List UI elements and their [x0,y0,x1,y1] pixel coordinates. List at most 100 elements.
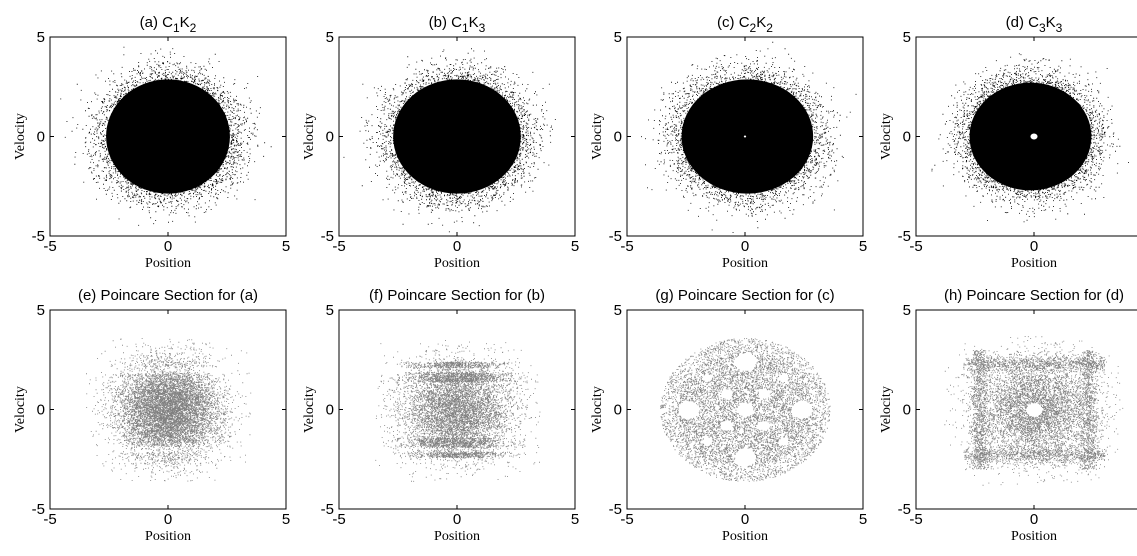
x-axis-label: Position [1011,256,1057,271]
y-tick-label: 5 [614,302,622,319]
panel-g: (g) Poincare Section for (c) -5 0 5 -5 0 5 Posi… [590,287,867,544]
panel-f: (f) Poincare Section for (b) -5 0 5 -5 0 5 Posi… [302,287,579,544]
scatter-points [660,338,831,482]
y-tick-label: -5 [32,501,45,518]
panel-title: (h) Poincare Section for (d) [944,287,1124,304]
x-tick-label: 0 [453,511,461,528]
x-tick-label: 5 [282,511,290,528]
point-cloud-core [393,79,521,194]
x-tick-label: 0 [1030,238,1038,255]
y-tick-label: 0 [37,402,45,419]
y-tick-label: -5 [898,501,911,518]
panel-h: (h) Poincare Section for (d)-505-505Posi… [879,287,1137,544]
x-axis-label: Position [722,256,768,271]
axes-frame [626,309,864,510]
y-tick-label: 0 [326,402,334,419]
panel-title: (a) C1K2 [140,14,197,35]
y-tick-label: -5 [609,501,622,518]
scatter-points [60,46,272,226]
x-tick-label: -5 [909,238,922,255]
x-axis-label: Position [145,529,191,544]
x-tick-label: -5 [620,238,633,255]
y-tick-label: 5 [903,29,911,46]
point-cloud-fringe [641,41,857,233]
x-axis-label: Position [1011,529,1057,544]
y-tick-label: 0 [614,129,622,146]
x-tick-label: 5 [859,238,867,255]
point-cloud-core [969,82,1092,191]
y-axis-label: Velocity [13,113,28,160]
y-tick-label: 5 [37,29,45,46]
panel-title: (d) C3K3 [1006,14,1063,35]
x-tick-label: -5 [332,511,345,528]
y-tick-label: 5 [37,302,45,319]
y-tick-label: -5 [609,228,622,245]
scatter-points [931,53,1129,223]
x-tick-label: 0 [741,238,749,255]
panel-b: (b) C1K3 -5 0 5 -5 0 5 Position Velocity [302,14,579,271]
y-tick-label: -5 [898,228,911,245]
y-tick-label: -5 [32,228,45,245]
point-cloud-fringe [931,53,1129,223]
y-tick-label: -5 [321,228,334,245]
poincare-points [375,340,541,482]
axes-frame [915,309,1137,510]
point-cloud-core [681,79,814,194]
point-cloud-fringe [343,48,556,233]
y-tick-label: 0 [326,129,334,146]
point-cloud-core [106,79,230,194]
poincare-points [86,338,252,482]
scatter-points [375,340,541,482]
panel-e: (e) Poincare Section for (a) -5 0 5 -5 0 5 Posi… [13,287,290,544]
x-tick-label: -5 [909,511,922,528]
panel-title: (e) Poincare Section for (a) [78,287,258,304]
x-tick-label: -5 [43,511,56,528]
x-tick-label: 5 [859,511,867,528]
y-tick-label: 5 [903,302,911,319]
x-tick-label: 0 [741,511,749,528]
y-tick-label: 5 [326,302,334,319]
y-axis-label: Velocity [302,113,317,160]
poincare-points [660,338,831,482]
x-tick-label: 5 [571,511,579,528]
y-axis-label: Velocity [590,386,605,433]
y-tick-label: 0 [903,402,911,419]
x-tick-label: -5 [620,511,633,528]
scatter-points [641,41,857,233]
x-axis-label: Position [722,529,768,544]
panel-c: (c) C2K2 -5 0 5 -5 0 5 Position Velocity [590,14,867,271]
y-tick-label: 5 [326,29,334,46]
panel-title: (b) C1K3 [429,14,486,35]
x-tick-label: 0 [164,511,172,528]
y-tick-label: 0 [614,402,622,419]
panel-title: (g) Poincare Section for (c) [655,287,834,304]
y-axis-label: Velocity [879,113,894,160]
x-axis-label: Position [145,256,191,271]
x-tick-label: 0 [164,238,172,255]
x-tick-label: -5 [43,238,56,255]
x-tick-label: 0 [453,238,461,255]
y-axis-label: Velocity [879,386,894,433]
x-tick-label: 5 [282,238,290,255]
y-tick-label: 5 [614,29,622,46]
center-hole [743,135,747,138]
y-axis-label: Velocity [302,386,317,433]
y-axis-label: Velocity [13,386,28,433]
y-axis-label: Velocity [590,113,605,160]
panel-title: (c) C2K2 [717,14,773,35]
y-tick-label: 0 [903,129,911,146]
panel-title: (f) Poincare Section for (b) [369,287,545,304]
x-tick-label: 5 [571,238,579,255]
poincare-points [944,336,1124,486]
x-axis-label: Position [434,529,480,544]
y-tick-label: -5 [321,501,334,518]
scatter-points [944,336,1124,486]
x-tick-label: -5 [332,238,345,255]
scatter-points [343,48,556,233]
panel-a: (a) C1K2 -5 0 5 -5 0 5 Position Velocity [13,14,290,271]
x-axis-label: Position [434,256,480,271]
center-hole [1030,133,1038,140]
scatter-points [86,338,252,482]
